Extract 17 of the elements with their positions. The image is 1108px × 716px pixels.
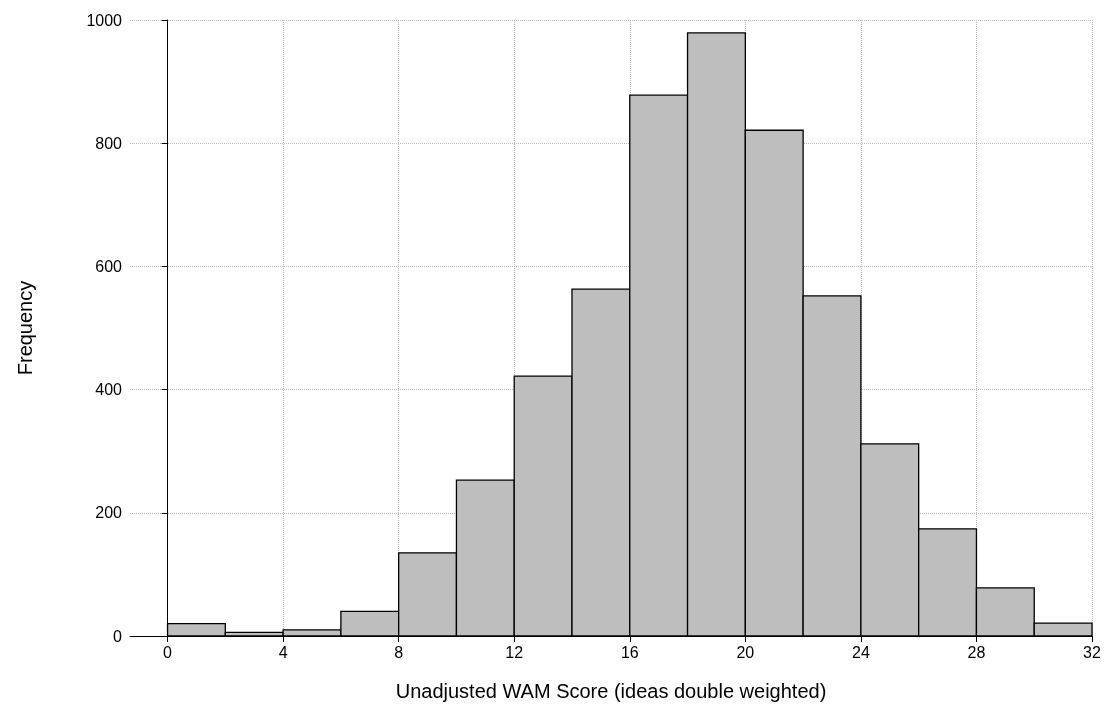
- x-tick-label: 4: [278, 643, 288, 661]
- x-tick-label: 8: [394, 643, 404, 661]
- x-tick-label: 16: [620, 643, 639, 661]
- y-tick-label: 200: [95, 504, 123, 522]
- y-tick-label: 800: [95, 134, 123, 152]
- x-tick-label: 28: [967, 643, 986, 661]
- y-tick-label: 1000: [86, 11, 123, 29]
- x-axis-title: Unadjusted WAM Score (ideas double weighted): [395, 680, 827, 702]
- y-tick-label: 400: [95, 381, 123, 399]
- x-tick-label: 32: [1083, 643, 1101, 661]
- x-tick-label: 12: [505, 643, 524, 661]
- y-tick-label: 600: [95, 257, 123, 275]
- x-tick-label: 0: [163, 643, 173, 661]
- x-tick-label: 24: [851, 643, 870, 661]
- y-axis-title: Frequency: [14, 280, 36, 376]
- y-tick-label: 0: [113, 627, 123, 645]
- x-tick-label: 20: [736, 643, 755, 661]
